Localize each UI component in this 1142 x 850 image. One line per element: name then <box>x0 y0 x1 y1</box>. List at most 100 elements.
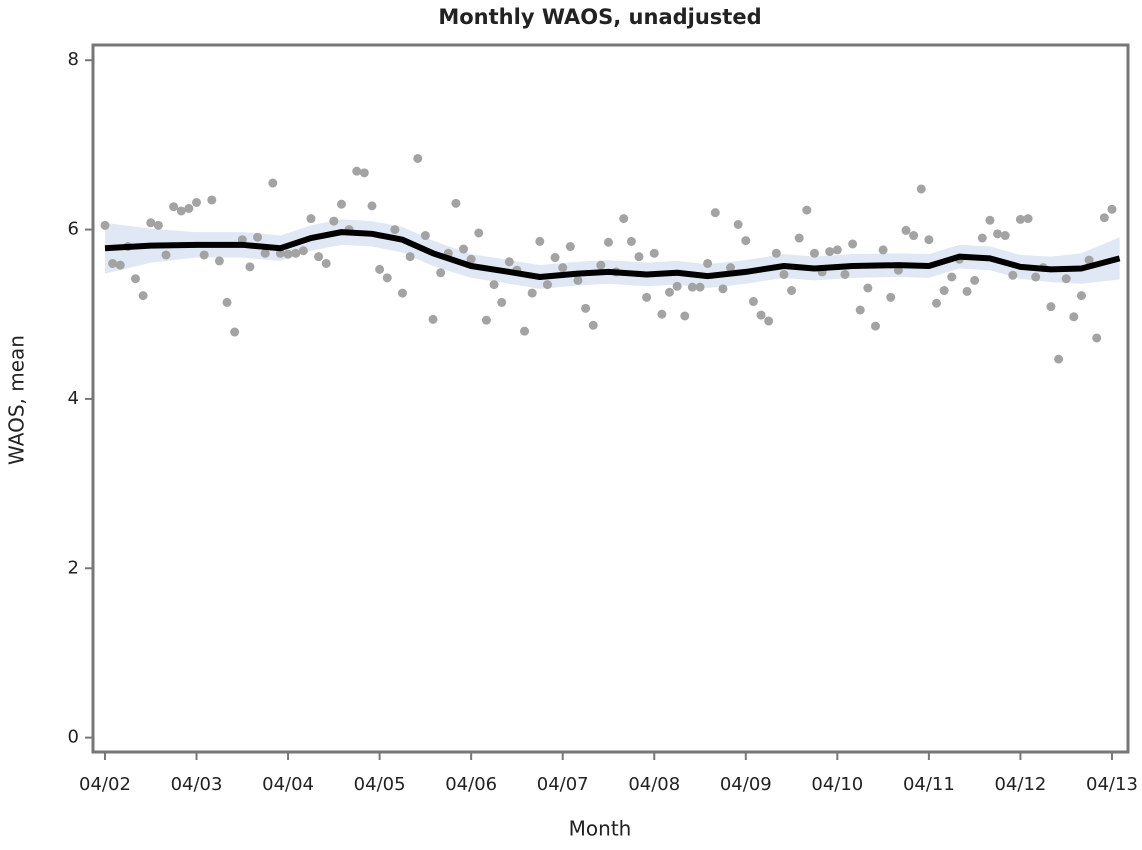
point <box>382 273 392 283</box>
point <box>703 258 713 268</box>
point <box>665 287 675 297</box>
x-tick-label: 04/13 <box>1086 774 1138 795</box>
point <box>985 215 995 225</box>
point <box>710 208 720 218</box>
point <box>787 286 797 296</box>
point <box>1084 255 1094 265</box>
point <box>726 263 736 273</box>
x-tick-label: 04/04 <box>262 774 314 795</box>
point <box>214 256 224 266</box>
x-tick-label: 04/11 <box>903 774 955 795</box>
point <box>939 286 949 296</box>
point <box>581 303 591 313</box>
point <box>138 291 148 301</box>
point <box>619 214 629 224</box>
point <box>542 280 552 290</box>
point <box>993 229 1003 239</box>
point <box>1046 302 1056 312</box>
point <box>1099 213 1109 223</box>
point <box>321 258 331 268</box>
point <box>1076 291 1086 301</box>
x-tick-label: 04/12 <box>994 774 1046 795</box>
point <box>336 199 346 209</box>
point <box>809 248 819 258</box>
point <box>794 233 804 243</box>
point <box>916 184 926 194</box>
point <box>222 297 232 307</box>
point <box>550 253 560 263</box>
point <box>535 236 545 246</box>
point <box>153 220 163 230</box>
point <box>802 205 812 215</box>
point <box>420 231 430 241</box>
point <box>886 292 896 302</box>
point <box>466 254 476 264</box>
point <box>405 252 415 262</box>
point <box>283 249 293 259</box>
y-tick-label: 6 <box>68 219 79 240</box>
point <box>207 195 217 205</box>
point <box>947 272 957 282</box>
point <box>451 198 461 208</box>
x-tick-label: 04/05 <box>354 774 406 795</box>
point <box>1015 214 1025 224</box>
point <box>176 206 186 216</box>
point <box>855 305 865 315</box>
y-tick-label: 4 <box>68 388 79 409</box>
point <box>764 316 774 326</box>
point <box>733 220 743 230</box>
point <box>840 269 850 279</box>
point <box>489 280 499 290</box>
point <box>161 250 171 260</box>
point <box>413 153 423 163</box>
point <box>527 288 537 298</box>
y-tick-label: 8 <box>68 49 79 70</box>
point <box>253 232 263 242</box>
y-axis-label: WAOS, mean <box>5 335 29 465</box>
point <box>565 242 575 252</box>
point <box>924 235 934 245</box>
point <box>459 244 469 254</box>
point <box>825 247 835 257</box>
point <box>558 263 568 273</box>
x-tick-label: 04/02 <box>79 774 131 795</box>
point <box>870 321 880 331</box>
point <box>901 225 911 235</box>
point <box>596 260 606 270</box>
point <box>962 286 972 296</box>
point <box>932 298 942 308</box>
point <box>390 225 400 235</box>
point <box>1031 272 1041 282</box>
y-tick-label: 0 <box>68 727 79 748</box>
point <box>367 201 377 211</box>
x-tick-label: 04/09 <box>720 774 772 795</box>
point <box>649 248 659 258</box>
point <box>275 248 285 258</box>
point <box>573 275 583 285</box>
point <box>481 315 491 325</box>
x-tick-label: 04/06 <box>445 774 497 795</box>
point <box>878 245 888 255</box>
point <box>245 262 255 272</box>
point <box>268 178 278 188</box>
point <box>130 274 140 284</box>
point <box>748 297 758 307</box>
x-tick-label: 04/08 <box>628 774 680 795</box>
point <box>375 264 385 274</box>
point <box>115 260 125 270</box>
point <box>1000 231 1010 241</box>
point <box>741 236 751 246</box>
plot-frame <box>91 43 1130 754</box>
point <box>1092 333 1102 343</box>
point <box>695 282 705 292</box>
point <box>428 314 438 324</box>
point <box>588 320 598 330</box>
point <box>1061 274 1071 284</box>
point <box>169 202 179 212</box>
point <box>314 252 324 262</box>
confidence-band <box>104 219 1120 289</box>
x-axis-label: Month <box>569 817 632 841</box>
point <box>634 252 644 262</box>
y-tick-label: 2 <box>68 557 79 578</box>
x-tick-label: 04/10 <box>811 774 863 795</box>
